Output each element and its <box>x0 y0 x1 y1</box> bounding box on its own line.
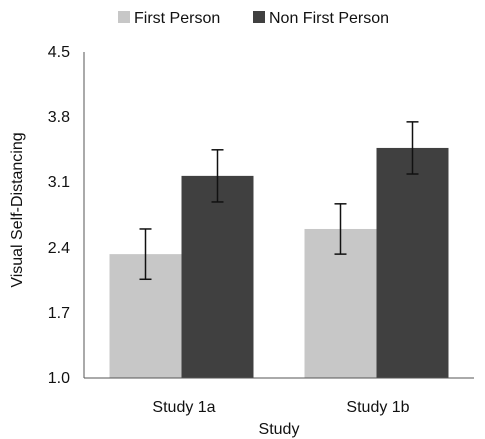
error-bar <box>334 203 347 255</box>
y-tick-label: 3.1 <box>48 174 70 191</box>
legend: First Person Non First Person <box>118 10 389 27</box>
y-tick-label: 3.8 <box>48 109 70 126</box>
x-axis-title: Study <box>259 421 300 438</box>
x-category-label-study-1a: Study 1a <box>152 399 215 416</box>
bars <box>109 147 449 378</box>
x-category-label-study-1b: Study 1b <box>346 399 409 416</box>
legend-swatch-non-first-person <box>253 11 265 23</box>
error-bar <box>211 149 224 203</box>
legend-label-non-first-person: Non First Person <box>269 10 389 27</box>
y-axis-title: Visual Self-Distancing <box>9 132 26 287</box>
error-bar <box>139 228 152 281</box>
y-axis-ticks: 1.0 1.7 2.4 3.1 3.8 4.5 <box>48 44 70 387</box>
y-tick-label: 4.5 <box>48 44 70 61</box>
legend-label-first-person: First Person <box>134 10 220 27</box>
error-bar <box>406 121 419 175</box>
y-tick-label: 1.7 <box>48 305 70 322</box>
y-tick-label: 2.4 <box>48 240 70 257</box>
y-tick-label: 1.0 <box>48 370 70 387</box>
error-bars <box>139 121 419 281</box>
legend-swatch-first-person <box>118 11 130 23</box>
bar-non-first-person-study-1a <box>181 175 254 378</box>
bar-non-first-person-study-1b <box>376 147 449 378</box>
